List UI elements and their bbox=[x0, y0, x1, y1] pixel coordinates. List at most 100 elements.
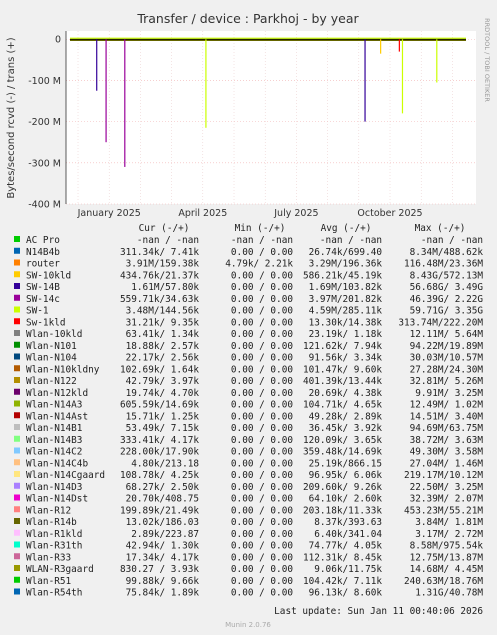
legend-series-name: Sw-1kld bbox=[26, 317, 66, 328]
legend-row: Wlan-N104 22.17k/ 2.56k 0.00 / 0.00 91.56k/… bbox=[14, 353, 483, 364]
last-update: Last update: Sun Jan 11 00:40:06 2026 bbox=[274, 606, 483, 617]
legend-value: 8.43G/572.13M bbox=[410, 270, 484, 281]
legend-value: 0.00 / 0.00 bbox=[231, 329, 293, 340]
legend-swatch bbox=[14, 247, 20, 254]
legend-row: Wlan-R12 199.89k/21.49k 0.00 / 0.00 203.18k… bbox=[14, 505, 483, 516]
legend-row: Wlan-R1kld 2.89k/223.87 0.00 / 0.00 6.40k/3… bbox=[14, 529, 483, 540]
legend-row: Wlan-R54th 75.84k/ 1.89k 0.00 / 0.00 96.13k… bbox=[14, 588, 483, 599]
legend-value: 453.23M/55.21M bbox=[404, 505, 483, 516]
legend-value: 22.50M/ 3.25M bbox=[410, 482, 484, 493]
legend-series-name: AC Pro bbox=[26, 235, 60, 246]
legend-value: 0.00 / 0.00 bbox=[231, 423, 293, 434]
legend-value: 0.00 / 0.00 bbox=[231, 482, 293, 493]
legend-value: 311.34k/ 7.41k bbox=[120, 247, 199, 258]
y-tick-label: -100 M bbox=[28, 76, 61, 87]
legend-swatch bbox=[14, 494, 20, 501]
legend-series-name: Wlan-R51 bbox=[26, 576, 72, 587]
legend-series-name: SW-10kld bbox=[26, 270, 71, 281]
legend-swatch bbox=[14, 318, 20, 325]
legend-value: 240.63M/18.76M bbox=[404, 576, 483, 587]
legend-value: 104.71k/ 4.65k bbox=[303, 400, 382, 411]
legend-swatch bbox=[14, 506, 20, 513]
legend-value: 94.22M/19.89M bbox=[410, 341, 484, 352]
legend-value: 9.91M/ 3.25M bbox=[415, 388, 483, 399]
legend-value: 9.06k/11.75k bbox=[314, 564, 382, 575]
legend-value: 359.48k/14.69k bbox=[303, 447, 382, 458]
legend-value: 38.72M/ 3.63M bbox=[410, 435, 484, 446]
legend-swatch bbox=[14, 412, 20, 419]
legend-value: 228.00k/17.90k bbox=[120, 447, 199, 458]
legend-value: 0.00 / 0.00 bbox=[231, 458, 293, 469]
legend-value: 0.00 / 0.00 bbox=[231, 411, 293, 422]
legend-row: SW-14B 1.61M/57.80k 0.00 / 0.00 1.69M/103.8… bbox=[14, 282, 483, 293]
legend-value: 20.70k/408.75 bbox=[126, 494, 199, 505]
column-header: Max (-/+) bbox=[415, 223, 466, 234]
legend-value: 605.59k/14.69k bbox=[120, 400, 199, 411]
legend-swatch bbox=[14, 435, 20, 442]
legend-value: 3.91M/159.38k bbox=[126, 259, 200, 270]
legend-series-name: Wlan-R33 bbox=[26, 552, 71, 563]
legend-value: 91.56k/ 3.34k bbox=[309, 353, 383, 364]
traffic-spikes bbox=[96, 39, 438, 167]
legend-value: 830.27 / 3.93k bbox=[120, 564, 199, 575]
legend-value: 96.13k/ 8.60k bbox=[309, 588, 383, 599]
legend-value: 0.00 / 0.00 bbox=[231, 388, 293, 399]
legend-swatch bbox=[14, 482, 20, 489]
plot-area bbox=[66, 31, 476, 204]
legend-swatch bbox=[14, 518, 20, 524]
legend-value: 49.28k/ 2.89k bbox=[309, 411, 383, 422]
legend-value: 23.19k/ 1.18k bbox=[309, 329, 383, 340]
legend-swatch bbox=[14, 365, 20, 372]
legend-value: 0.00 / 0.00 bbox=[231, 529, 293, 540]
legend-value: 68.27k/ 2.50k bbox=[126, 482, 200, 493]
legend-swatch bbox=[14, 388, 20, 395]
column-header: Min (-/+) bbox=[235, 223, 286, 234]
legend-swatch bbox=[14, 424, 20, 430]
legend-value: 1.69M/103.82k bbox=[309, 282, 383, 293]
legend-value: 63.41k/ 1.34k bbox=[126, 329, 200, 340]
legend-value: 94.69M/63.75M bbox=[410, 423, 484, 434]
legend-series-name: Wlan-N14Ast bbox=[26, 411, 88, 422]
column-header: Avg (-/+) bbox=[321, 223, 372, 234]
legend-swatch bbox=[14, 377, 20, 383]
legend-value: 18.88k/ 2.57k bbox=[126, 341, 200, 352]
legend-value: 59.71G/ 3.35G bbox=[410, 306, 484, 317]
legend-swatch bbox=[14, 330, 20, 336]
legend-value: 0.00 / 0.00 bbox=[231, 517, 293, 528]
legend-series-name: SW-14B bbox=[26, 282, 60, 293]
legend-value: 13.30k/14.38k bbox=[309, 317, 383, 328]
y-tick-label: -200 M bbox=[28, 117, 61, 128]
legend-swatch bbox=[14, 353, 20, 360]
legend-series-name: Wlan-R31th bbox=[26, 541, 82, 552]
legend-row: WLAN-R3gaard 830.27 / 3.93k 0.00 / 0.00 9.0… bbox=[14, 564, 483, 575]
legend-series-name: Wlan-N14Dst bbox=[26, 494, 88, 505]
legend-row: Wlan-R31th 42.94k/ 1.30k 0.00 / 0.00 74.77k… bbox=[14, 541, 483, 552]
legend-series-name: Wlan-N14A3 bbox=[26, 400, 82, 411]
legend-value: 4.79k/ 2.21k bbox=[225, 259, 293, 270]
legend-value: 20.69k/ 4.38k bbox=[309, 388, 383, 399]
legend-series-name: Wlan-10kld bbox=[26, 329, 82, 340]
y-tick-label: -400 M bbox=[28, 200, 61, 211]
legend-value: 49.30M/ 3.58M bbox=[410, 447, 484, 458]
legend-value: 3.84M/ 1.81M bbox=[415, 517, 483, 528]
legend-value: 0.00 / 0.00 bbox=[231, 247, 293, 258]
legend-row: router 3.91M/159.38k 4.79k/ 2.21k 3.29M/196… bbox=[14, 259, 483, 270]
legend-row: Wlan-N14Dst 20.70k/408.75 0.00 / 0.00 64.10… bbox=[14, 494, 483, 505]
legend-value: 14.68M/ 4.45M bbox=[410, 564, 484, 575]
legend-row: SW-10kld 434.76k/21.37k 0.00 / 0.00 586.21k… bbox=[14, 270, 483, 281]
legend-value: 219.17M/10.12M bbox=[404, 470, 483, 481]
legend-row: AC Pro -nan / -nan -nan / -nan -nan / -nan -… bbox=[14, 235, 483, 246]
legend-value: 26.74k/699.40 bbox=[309, 247, 383, 258]
legend-value: 1.31G/40.78M bbox=[415, 588, 483, 599]
legend-value: 4.80k/213.18 bbox=[131, 458, 199, 469]
legend-value: 75.84k/ 1.89k bbox=[126, 588, 200, 599]
legend-value: 12.75M/13.87M bbox=[410, 552, 484, 563]
legend-row: Wlan-R33 17.34k/ 4.17k 0.00 / 0.00 112.31k/… bbox=[14, 552, 483, 563]
legend-value: 209.60k/ 9.26k bbox=[303, 482, 382, 493]
legend-series-name: Wlan-N14B1 bbox=[26, 423, 83, 434]
legend-swatch bbox=[14, 529, 20, 536]
legend-value: 36.45k/ 3.92k bbox=[309, 423, 383, 434]
legend-value: 0.00 / 0.00 bbox=[231, 470, 293, 481]
legend-value: 15.71k/ 1.25k bbox=[126, 411, 200, 422]
